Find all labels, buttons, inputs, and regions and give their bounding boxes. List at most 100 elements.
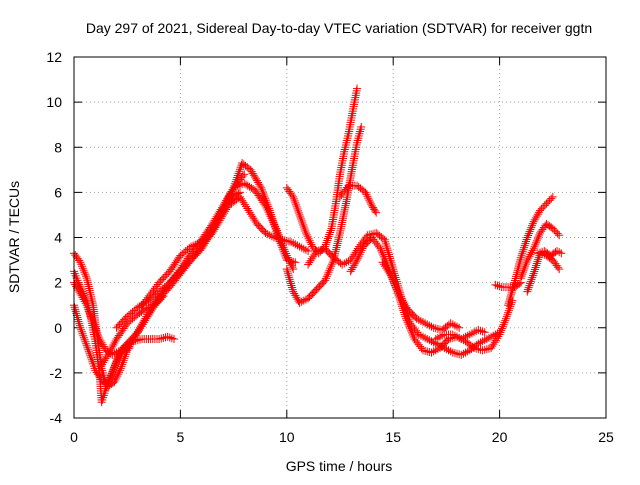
data-point [271, 225, 280, 234]
data-point [297, 297, 306, 306]
data-point [501, 316, 510, 325]
data-point [383, 246, 392, 255]
data-point [480, 336, 489, 345]
data-point [263, 230, 272, 239]
data-point [289, 257, 298, 266]
data-point [524, 229, 533, 238]
data-point [289, 287, 298, 296]
y-axis-label: SDTVAR / TECUs [6, 181, 22, 293]
data-point [425, 321, 434, 330]
data-point [482, 335, 491, 344]
data-point [364, 194, 373, 203]
data-point [288, 283, 297, 292]
data-point [322, 272, 331, 281]
data-point [271, 223, 280, 232]
data-point [71, 280, 80, 289]
data-point [476, 338, 485, 347]
series-track-17 [504, 192, 557, 310]
data-point [222, 198, 231, 207]
data-point [255, 180, 264, 189]
data-point [281, 251, 290, 260]
data-point [280, 249, 289, 258]
data-point [285, 275, 294, 284]
data-point [376, 244, 385, 253]
data-point [366, 198, 375, 207]
y-tick-label: 4 [54, 230, 62, 246]
data-point [293, 241, 302, 250]
data-point [400, 308, 409, 317]
data-point [423, 320, 432, 329]
y-tick-label: -2 [50, 365, 63, 381]
data-point [493, 281, 502, 290]
data-point [531, 263, 540, 272]
data-point [111, 360, 120, 369]
data-point [517, 272, 526, 281]
data-point [383, 244, 392, 253]
data-point [87, 355, 96, 364]
data-point [96, 336, 105, 345]
tick-labels: 0 5 10 15 20 25 -4 -2 0 2 4 6 8 10 12 [46, 49, 614, 445]
data-point [408, 330, 417, 339]
data-point [378, 250, 387, 259]
data-point [450, 349, 459, 358]
data-point [438, 331, 447, 340]
data-point [448, 348, 457, 357]
data-point [455, 350, 464, 359]
data-point [217, 208, 226, 217]
data-point [267, 232, 276, 241]
data-point [506, 302, 515, 311]
data-point [86, 311, 95, 320]
data-point [119, 356, 128, 365]
data-point [267, 210, 276, 219]
data-point [225, 191, 234, 200]
data-point [534, 253, 543, 262]
data-point [384, 248, 393, 257]
data-point [353, 84, 362, 93]
data-point [110, 362, 119, 371]
data-point [250, 173, 259, 182]
data-point [532, 261, 541, 270]
data-point [497, 324, 506, 333]
data-point [416, 316, 425, 325]
data-point [301, 228, 310, 237]
data-point [448, 320, 457, 329]
data-point [77, 260, 86, 269]
data-point [495, 282, 504, 291]
data-point [371, 206, 380, 215]
data-point [429, 338, 438, 347]
data-point [427, 322, 436, 331]
data-point [318, 245, 327, 254]
data-point [108, 368, 117, 377]
data-point [261, 194, 270, 203]
data-point [355, 250, 364, 259]
data-point [529, 269, 538, 278]
y-tick-label: 8 [54, 139, 62, 155]
data-point [208, 226, 217, 235]
data-point [533, 257, 542, 266]
data-point [80, 335, 89, 344]
data-point [83, 303, 92, 312]
data-point [234, 169, 243, 178]
data-point [263, 200, 272, 209]
data-point [76, 323, 85, 332]
data-point [228, 185, 237, 194]
data-point [532, 238, 541, 247]
data-point [370, 205, 379, 214]
data-point [72, 282, 81, 291]
data-point [457, 335, 466, 344]
data-point [260, 192, 269, 201]
data-point [87, 353, 96, 362]
data-point [427, 337, 436, 346]
data-point [112, 348, 121, 357]
data-point [431, 346, 440, 355]
series-track-20 [533, 247, 566, 260]
data-point [155, 335, 164, 344]
data-point [474, 326, 483, 335]
data-point [461, 348, 470, 357]
data-point [542, 199, 551, 208]
data-point [478, 327, 487, 336]
data-point [99, 342, 108, 351]
data-point [295, 242, 304, 251]
data-point [467, 329, 476, 338]
